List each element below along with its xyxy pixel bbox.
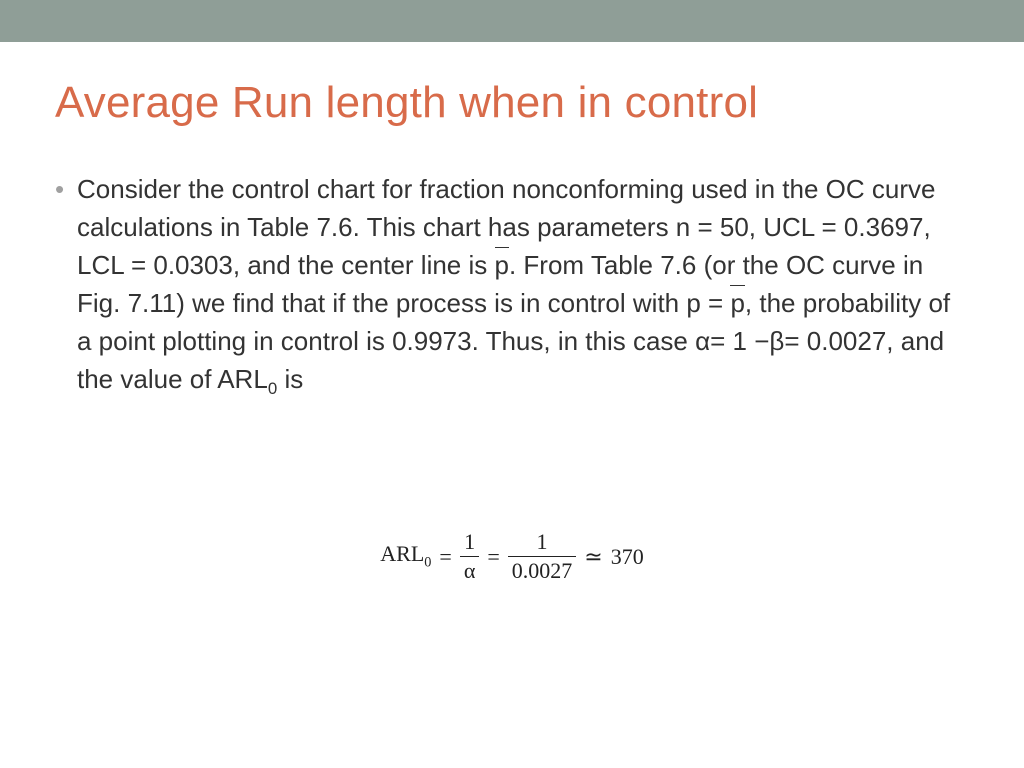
- equals-sign: =: [439, 544, 451, 570]
- fraction-2-numerator: 1: [533, 530, 552, 556]
- bullet-dot-icon: •: [55, 170, 77, 208]
- top-accent-bar: [0, 0, 1024, 42]
- approx-sign: ≃: [584, 544, 602, 570]
- formula-block: ARL0 = 1 α = 1 0.0027 ≃ 370: [0, 530, 1024, 583]
- formula-rhs: 370: [611, 544, 644, 570]
- formula-arl-sub: 0: [424, 555, 431, 571]
- fraction-1: 1 α: [460, 530, 480, 583]
- equals-sign: =: [487, 544, 499, 570]
- slide-title: Average Run length when in control: [55, 78, 969, 128]
- fraction-2-denominator: 0.0027: [508, 556, 577, 583]
- p-bar-symbol: p: [495, 246, 509, 284]
- fraction-1-numerator: 1: [460, 530, 479, 556]
- bullet-text: Consider the control chart for fraction …: [77, 170, 969, 408]
- arl-subscript: 0: [268, 379, 277, 398]
- slide: Average Run length when in control • Con…: [0, 0, 1024, 768]
- p-bar-symbol: p: [730, 284, 744, 322]
- formula: ARL0 = 1 α = 1 0.0027 ≃ 370: [380, 530, 643, 583]
- formula-lhs: ARL0: [380, 541, 431, 571]
- bullet-seg-4: is: [277, 364, 303, 394]
- fraction-2: 1 0.0027: [508, 530, 577, 583]
- fraction-1-denominator: α: [460, 556, 480, 583]
- slide-body: • Consider the control chart for fractio…: [55, 170, 969, 408]
- formula-arl-label: ARL: [380, 541, 424, 566]
- bullet-item: • Consider the control chart for fractio…: [55, 170, 969, 408]
